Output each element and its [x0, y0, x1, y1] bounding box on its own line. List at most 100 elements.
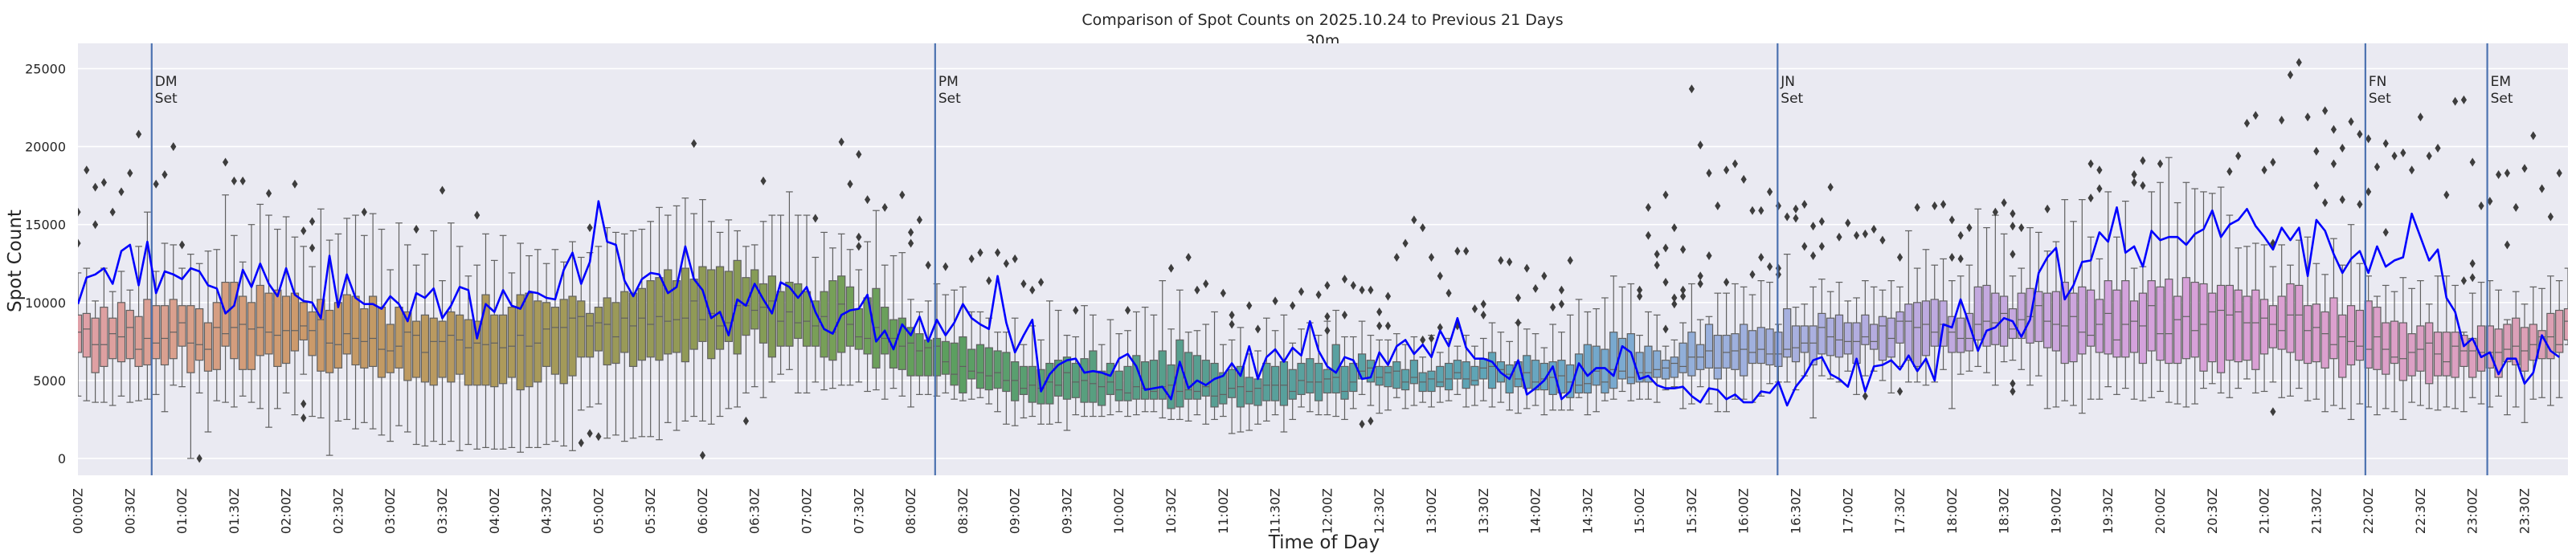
outlier-point: [2279, 116, 2285, 125]
outlier-point: [1680, 245, 1687, 255]
outlier-point: [1298, 287, 1305, 296]
box-118: [1098, 344, 1106, 417]
outlier-point: [1420, 335, 1426, 344]
y-axis-ticks: 0 5000 10000 15000 20000 25000: [25, 62, 66, 467]
box-282: [2520, 303, 2529, 423]
box-iqr: [2407, 333, 2416, 377]
outlier-point: [1671, 223, 1678, 233]
box-iqr: [1288, 369, 1297, 400]
box-iqr: [290, 292, 300, 352]
box-44: [455, 246, 464, 451]
box-182: [1653, 314, 1662, 403]
outlier-point: [1715, 201, 1721, 210]
box-iqr: [2051, 291, 2061, 352]
box-146: [1340, 336, 1349, 421]
outlier-point: [2513, 202, 2519, 212]
box-169: [1539, 347, 1548, 416]
outlier-point: [178, 240, 186, 250]
box-109: [1019, 344, 1028, 419]
box-10: [160, 242, 170, 413]
box-194: [1756, 280, 1765, 397]
outlier-point: [1124, 306, 1131, 316]
box-iqr: [2147, 280, 2156, 352]
box-iqr: [317, 299, 325, 372]
box-120: [1114, 333, 1123, 413]
event-marker-label: FN: [2369, 74, 2387, 90]
outlier-point: [1957, 230, 1964, 240]
box-14: [195, 263, 204, 394]
outlier-point: [847, 179, 853, 189]
box-73: [707, 221, 716, 425]
outlier-point: [587, 223, 593, 233]
outlier-point: [925, 260, 931, 270]
box-iqr: [1887, 317, 1895, 358]
outlier-point: [1932, 201, 1938, 210]
box-iqr: [550, 307, 560, 375]
box-iqr: [1991, 292, 2000, 345]
box-iqr: [975, 344, 985, 389]
outlier-point: [1845, 218, 1851, 228]
box-iqr: [1340, 365, 1349, 400]
box-3: [100, 267, 108, 403]
box-iqr: [152, 305, 161, 360]
outlier-point: [1758, 252, 1764, 262]
box-272: [2433, 275, 2443, 411]
box-iqr: [585, 312, 595, 358]
outlier-point: [2252, 111, 2259, 120]
box-iqr: [2277, 295, 2286, 350]
outlier-point: [2460, 95, 2468, 104]
box-iqr: [1184, 352, 1193, 400]
box-iqr: [351, 295, 360, 366]
outlier-point: [2010, 250, 2016, 259]
box-78: [750, 244, 759, 388]
outlier-point: [2313, 146, 2320, 156]
box-iqr: [915, 333, 924, 377]
box-176: [1601, 297, 1609, 401]
box-iqr: [2086, 289, 2096, 347]
box-iqr: [2008, 308, 2018, 340]
outlier-point: [1220, 288, 1226, 298]
box-66: [646, 221, 655, 438]
outlier-point: [301, 399, 307, 409]
box-iqr: [1583, 344, 1592, 394]
event-marker-label: Set: [2491, 91, 2513, 107]
outlier-point: [1384, 321, 1392, 331]
x-tick-label: 22:30Z: [2413, 488, 2428, 534]
box-iqr: [1965, 312, 1974, 352]
outlier-point: [2469, 157, 2476, 167]
box-iqr: [2259, 299, 2269, 355]
outlier-point: [127, 169, 133, 178]
outlier-point: [1020, 279, 1027, 288]
outlier-point: [1445, 288, 1452, 298]
outlier-point: [1793, 204, 1799, 214]
box-239: [2147, 191, 2156, 398]
box-199: [1800, 303, 1809, 377]
box-iqr: [2503, 324, 2512, 363]
box-iqr: [664, 269, 673, 355]
box-iqr: [360, 308, 369, 369]
box-iqr: [568, 295, 577, 377]
x-tick-label: 04:30Z: [539, 488, 554, 534]
outlier-point: [474, 210, 480, 220]
box-16: [212, 249, 221, 401]
box-283: [2529, 286, 2537, 400]
box-iqr: [1957, 317, 1965, 353]
event-markers: [150, 43, 2488, 475]
box-iqr: [2442, 332, 2451, 377]
box-116: [1080, 305, 1089, 417]
outlier-point: [865, 195, 871, 205]
box-iqr: [2373, 307, 2382, 370]
box-iqr: [108, 317, 117, 360]
box-iqr: [2512, 317, 2521, 366]
box-5: [117, 271, 126, 397]
box-iqr: [1114, 370, 1123, 401]
box-131: [1210, 311, 1219, 421]
box-234: [2104, 191, 2112, 388]
outlier-point: [231, 176, 237, 185]
x-tick-label: 08:00Z: [903, 488, 918, 534]
x-axis-ticks: 00:00Z 00:30Z 01:00Z 01:30Z 02:00Z 02:30Z 03:0…: [71, 488, 2533, 534]
outlier-point: [109, 207, 116, 217]
box-iqr: [1592, 345, 1601, 386]
x-tick-label: 10:30Z: [1163, 488, 1179, 534]
box-21: [256, 203, 264, 409]
